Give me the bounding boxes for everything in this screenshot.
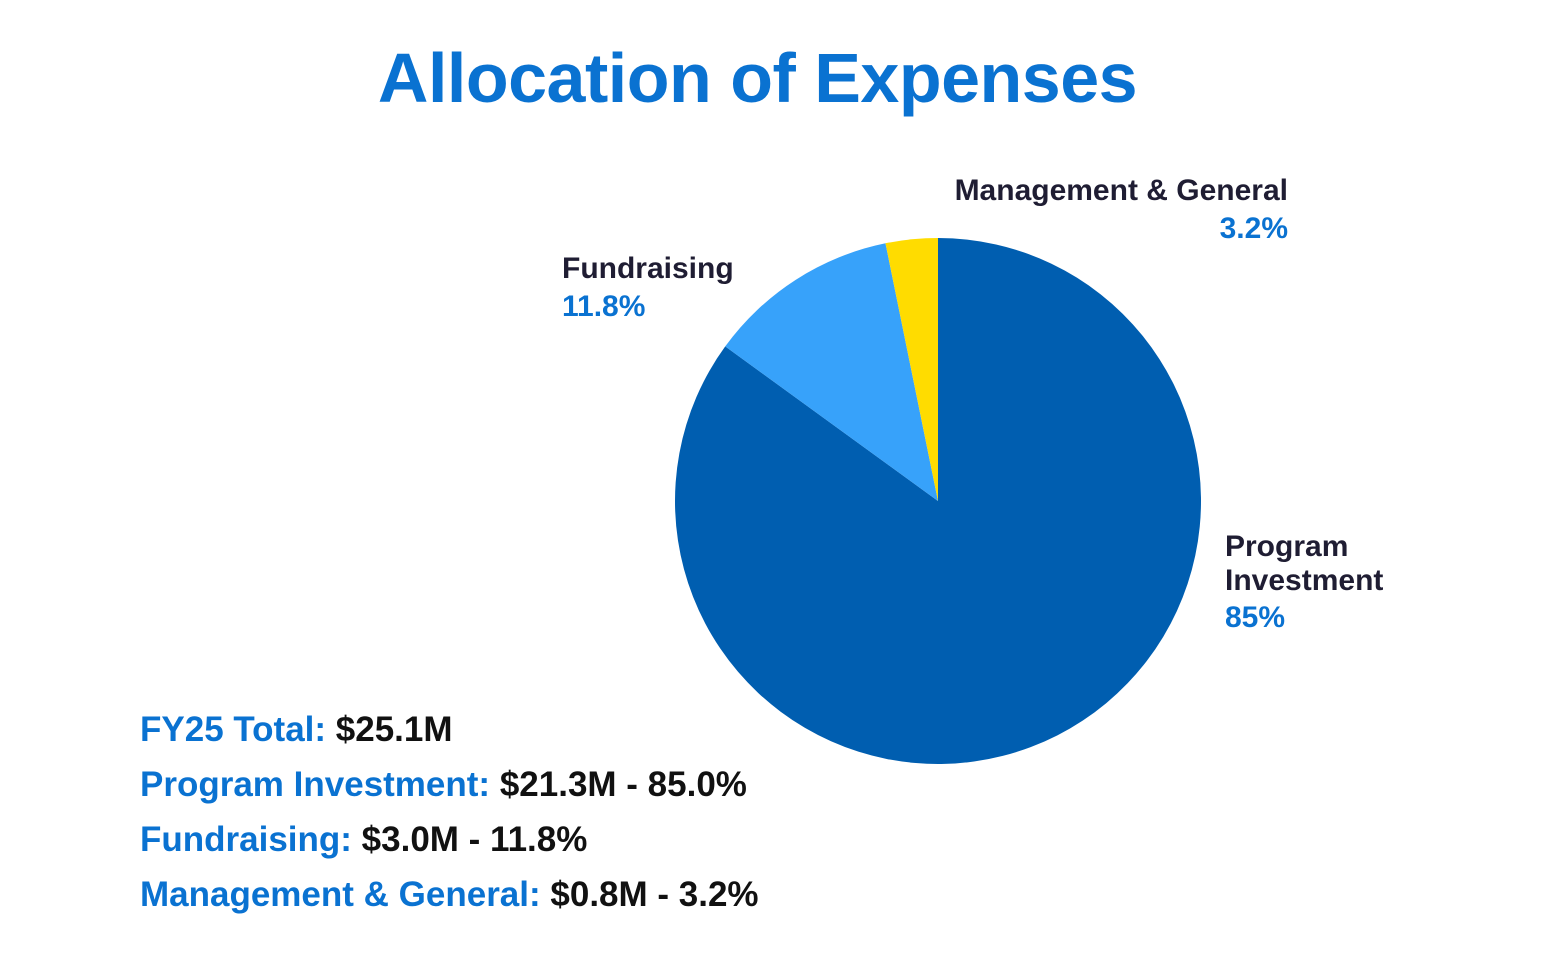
label-management-general: Management & General 3.2% [955, 174, 1288, 245]
summary-total-row: FY25 Total: $25.1M [140, 710, 759, 765]
summary-total-key: FY25 Total: [140, 710, 327, 749]
pie-slice-program-investment [674, 238, 1201, 764]
summary-program-key: Program Investment: [140, 765, 491, 804]
slice-pct-management-general: 3.2% [1219, 211, 1288, 245]
summary-row-fundraising: Fundraising: $3.0M - 11.8% [140, 820, 759, 875]
chart-title: Allocation of Expenses [377, 39, 1138, 117]
slice-pct-program-investment: 85% [1225, 601, 1286, 635]
pie-slice-management-general [885, 238, 938, 501]
summary-row-program: Program Investment: $21.3M - 85.0% [140, 765, 759, 820]
expense-summary: FY25 Total: $25.1M Program Investment: $… [140, 710, 759, 930]
summary-management-key: Management & General: [140, 875, 541, 914]
summary-fundraising-key: Fundraising: [140, 820, 352, 859]
pie-slice-fundraising [725, 243, 938, 502]
summary-program-value: $21.3M - 85.0% [499, 765, 747, 804]
slice-pct-fundraising: 11.8% [562, 289, 646, 323]
slice-label-fundraising: Fundraising [562, 252, 734, 285]
summary-fundraising-value: $3.0M - 11.8% [361, 820, 588, 859]
slice-label-management-general: Management & General [954, 174, 1288, 207]
slice-label-program-line1: Program [1225, 530, 1349, 563]
summary-management-value: $0.8M - 3.2% [550, 875, 759, 914]
label-program-investment: Program Investment 85% [1225, 530, 1383, 635]
label-fundraising: Fundraising 11.8% [562, 252, 734, 323]
slice-label-program-line2: Investment [1225, 563, 1384, 597]
summary-row-management: Management & General: $0.8M - 3.2% [140, 875, 759, 930]
summary-total-value: $25.1M [335, 710, 453, 749]
